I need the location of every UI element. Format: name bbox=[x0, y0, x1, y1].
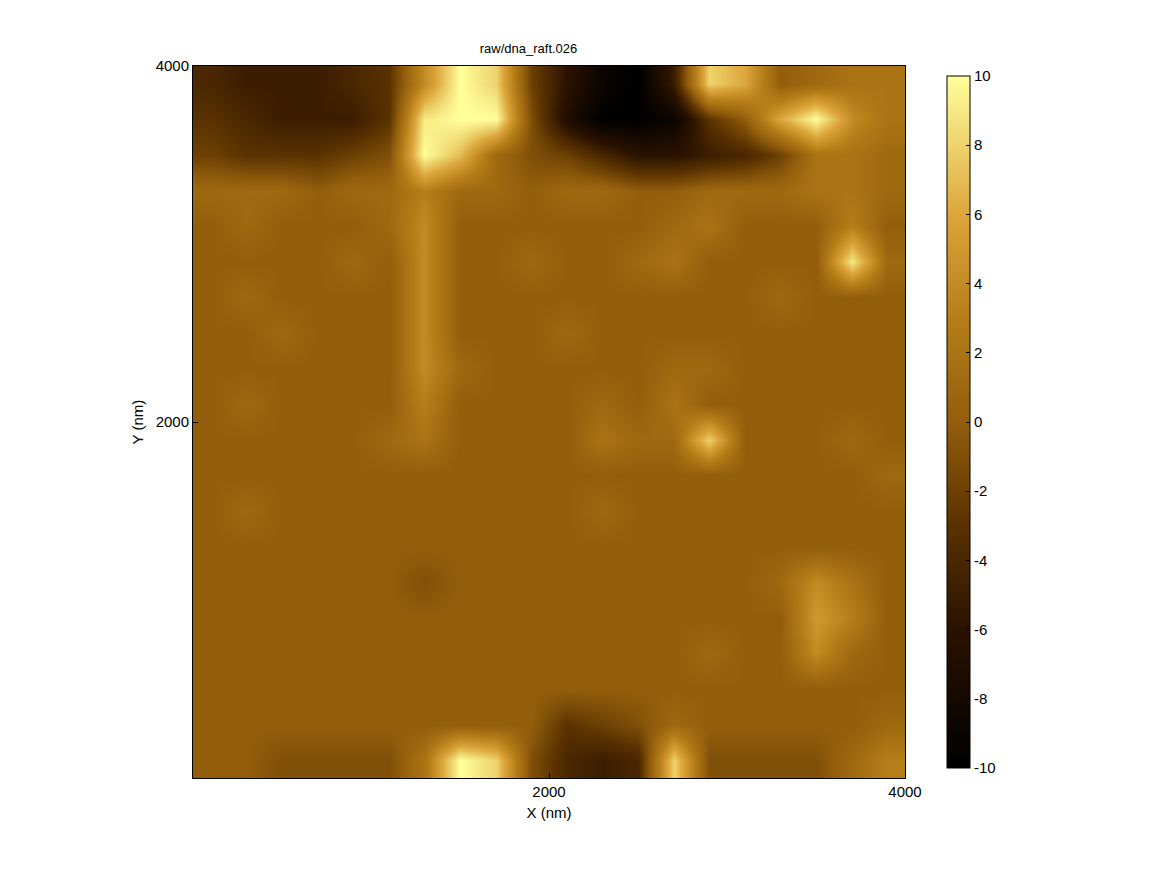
svg-text:8: 8 bbox=[974, 136, 982, 153]
svg-text:raw/dna_raft.026: raw/dna_raft.026 bbox=[480, 41, 578, 56]
svg-text:4: 4 bbox=[974, 275, 982, 292]
svg-text:X (nm): X (nm) bbox=[527, 804, 572, 821]
svg-text:-4: -4 bbox=[974, 552, 987, 569]
svg-text:4000: 4000 bbox=[888, 783, 921, 800]
svg-text:-2: -2 bbox=[974, 482, 987, 499]
svg-text:2000: 2000 bbox=[532, 783, 565, 800]
svg-text:10: 10 bbox=[974, 67, 991, 84]
svg-text:-8: -8 bbox=[974, 690, 987, 707]
svg-text:-10: -10 bbox=[974, 759, 996, 776]
svg-text:6: 6 bbox=[974, 206, 982, 223]
svg-text:2000: 2000 bbox=[156, 413, 189, 430]
svg-text:2: 2 bbox=[974, 344, 982, 361]
svg-text:0: 0 bbox=[974, 413, 982, 430]
svg-text:4000: 4000 bbox=[156, 57, 189, 74]
svg-text:-6: -6 bbox=[974, 621, 987, 638]
svg-text:Y (nm): Y (nm) bbox=[129, 400, 146, 445]
